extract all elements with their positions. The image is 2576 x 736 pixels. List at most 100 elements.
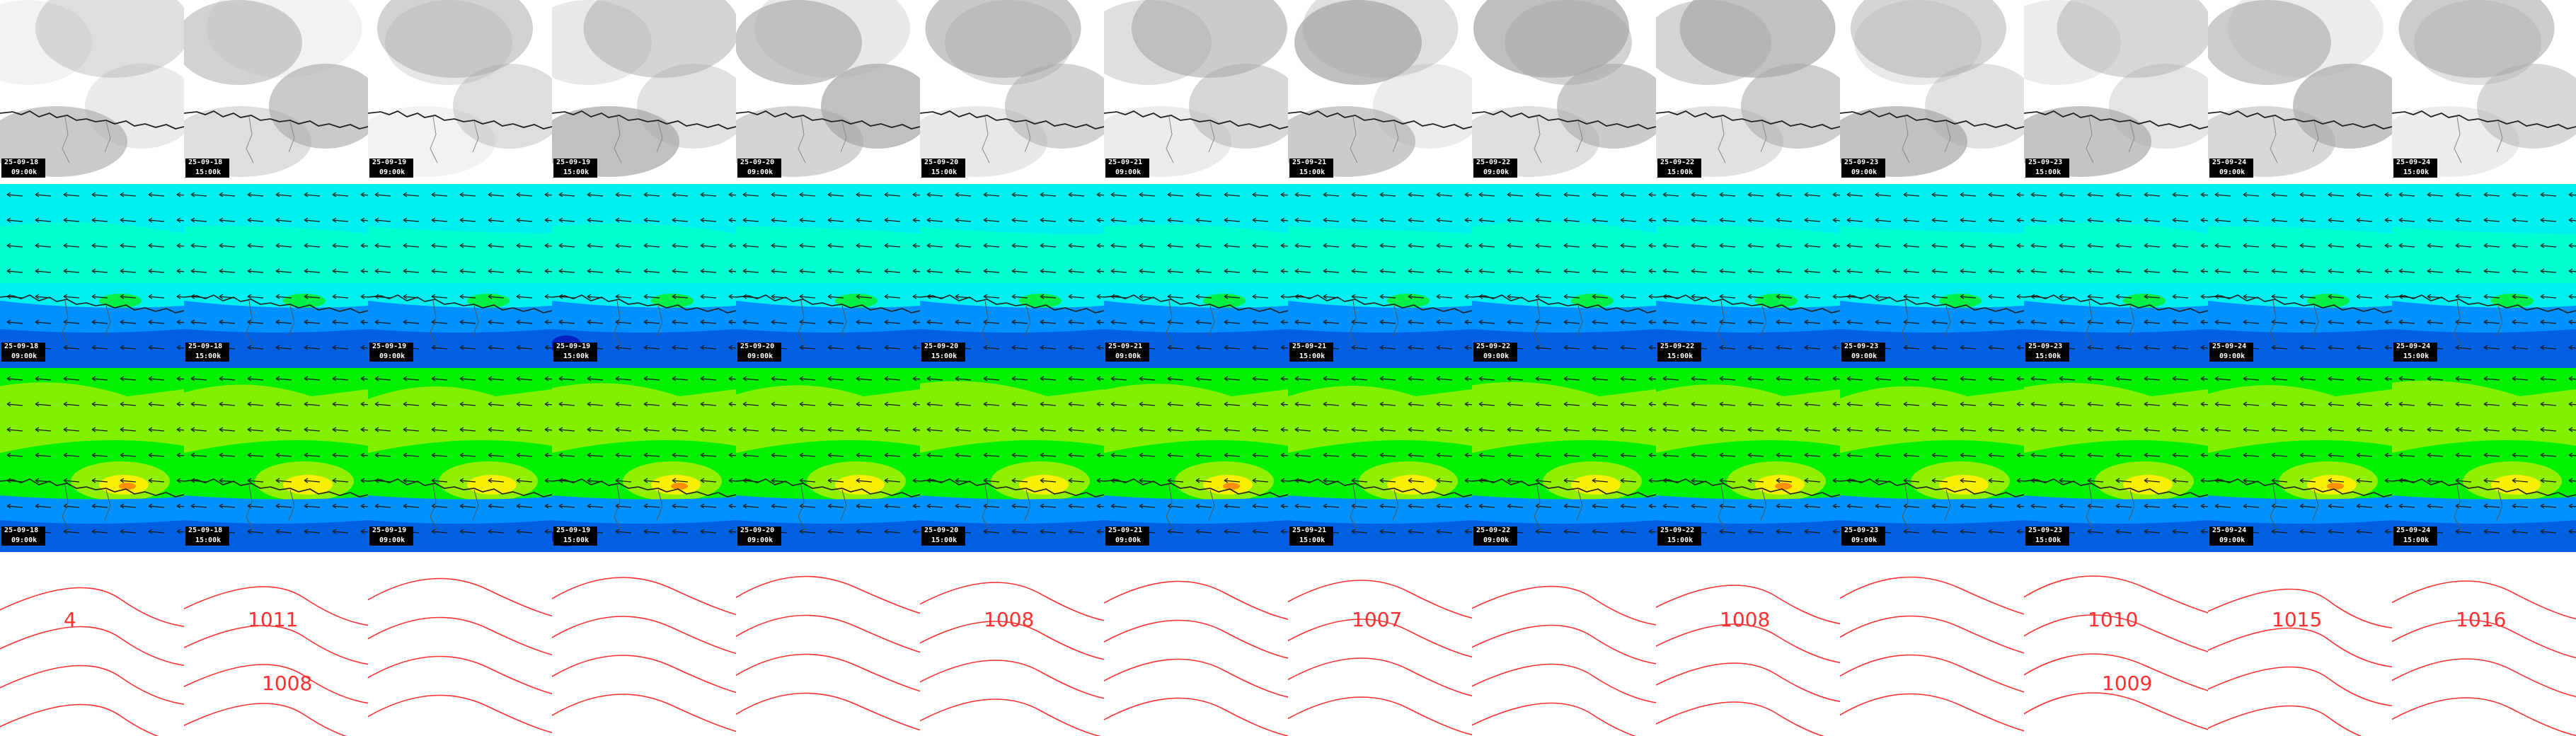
border-line	[2086, 484, 2135, 531]
wind-temperature-high-panel: 25-09-24 15:00k	[2392, 368, 2576, 552]
wind-arrow	[6, 401, 23, 407]
isobar-line	[1472, 624, 1656, 665]
wind-arrow	[742, 268, 759, 274]
wind-arrow	[1592, 503, 1609, 509]
timestamp-time: 15:00k	[2025, 536, 2069, 546]
isobar-line	[920, 621, 1104, 660]
timestamp-time: 15:00k	[2393, 168, 2437, 178]
cloud-area	[1851, 0, 2006, 78]
wind-arrow	[1011, 192, 1028, 197]
wind-arrow	[2200, 217, 2208, 223]
wind-arrow	[1903, 268, 1920, 274]
wind-arrow	[1903, 427, 1920, 432]
timestamp-time: 09:00k	[737, 352, 781, 362]
wind-arrow	[6, 217, 23, 223]
isobar-line	[2392, 658, 2576, 698]
wind-arrow	[1535, 294, 1552, 299]
wind-arrow	[332, 217, 349, 223]
wind-arrow	[1478, 503, 1495, 509]
wind-temperature-low-panel: 25-09-23 15:00k	[2024, 184, 2208, 368]
wind-arrow	[2016, 529, 2024, 534]
wind-arrow	[516, 401, 533, 407]
wind-arrow	[275, 192, 292, 197]
wind-arrow	[1988, 319, 2005, 325]
wind-temperature-low-panel: 25-09-21 15:00k	[1288, 184, 1472, 368]
wind-arrow	[1252, 345, 1269, 350]
cloud-area	[1302, 0, 1459, 78]
temp-band	[1755, 294, 1798, 308]
wind-arrow	[1252, 294, 1269, 299]
wind-arrow	[1592, 478, 1609, 483]
wind-arrow	[799, 243, 816, 248]
wind-arrow	[1903, 452, 1920, 458]
isobar-line	[1288, 619, 1472, 658]
wind-arrow	[2299, 319, 2316, 325]
wind-arrow	[1592, 529, 1609, 534]
wind-arrow	[516, 478, 533, 483]
cloud-area	[1557, 64, 1656, 149]
wind-arrow	[2172, 217, 2189, 223]
wind-arrow	[1592, 376, 1609, 381]
wind-arrow	[488, 503, 505, 509]
pressure-isobars-panel: 4	[0, 552, 184, 736]
wind-arrow	[912, 345, 920, 350]
wind-arrow	[1648, 319, 1656, 325]
wind-arrow	[1167, 529, 1184, 534]
wind-arrow	[2030, 376, 2047, 381]
wind-arrow	[742, 452, 759, 458]
wind-arrow	[1139, 427, 1156, 432]
wind-arrow	[643, 503, 660, 509]
isobar-label: 1016	[2456, 608, 2506, 631]
wind-arrow	[544, 376, 552, 381]
wind-arrow	[91, 401, 108, 407]
wind-arrow	[856, 294, 873, 299]
wind-arrow	[374, 243, 391, 248]
wind-arrow	[983, 217, 1000, 223]
wind-arrow	[2398, 319, 2415, 325]
isobar-line	[184, 703, 347, 736]
wind-temperature-low-panel: 25-09-24 15:00k	[2392, 184, 2576, 368]
wind-arrow	[1379, 427, 1396, 432]
wind-arrow	[1294, 192, 1311, 197]
wind-arrow	[488, 217, 505, 223]
border-line	[2270, 300, 2319, 347]
wind-arrow	[1875, 319, 1892, 325]
wind-arrow	[955, 401, 972, 407]
wind-arrow	[1620, 478, 1637, 483]
wind-arrow	[1776, 529, 1793, 534]
cloud-area	[453, 64, 552, 149]
wind-arrow	[799, 376, 816, 381]
wind-arrow	[247, 427, 264, 432]
wind-arrow	[912, 192, 920, 197]
wind-arrow	[1931, 452, 1948, 458]
wind-arrow	[219, 319, 236, 325]
wind-arrow	[190, 243, 207, 248]
wind-arrow	[1280, 478, 1288, 483]
wind-arrow	[176, 478, 184, 483]
wind-arrow	[2172, 319, 2189, 325]
wind-arrow	[190, 427, 207, 432]
wind-arrow	[516, 503, 533, 509]
isobar-label: 1008	[984, 608, 1034, 631]
timestamp-time: 09:00k	[2209, 352, 2253, 362]
wind-arrow	[176, 294, 184, 299]
wind-arrow	[643, 529, 660, 534]
wind-arrow	[219, 376, 236, 381]
wind-arrow	[1960, 345, 1977, 350]
wind-arrow	[2059, 452, 2076, 458]
wind-arrow	[1323, 376, 1340, 381]
wind-arrow	[558, 319, 575, 325]
wind-arrow	[1139, 319, 1156, 325]
wind-arrow	[2398, 217, 2415, 223]
wind-arrow	[120, 401, 137, 407]
wind-arrow	[544, 294, 552, 299]
wind-arrow	[1280, 243, 1288, 248]
wind-arrow	[1195, 452, 1212, 458]
wind-arrow	[1252, 192, 1269, 197]
wind-arrow	[1875, 192, 1892, 197]
wind-arrow	[643, 319, 660, 325]
wind-arrow	[1040, 294, 1057, 299]
wind-arrow	[1719, 427, 1736, 432]
border-line	[2270, 484, 2319, 531]
wind-arrow	[304, 192, 321, 197]
